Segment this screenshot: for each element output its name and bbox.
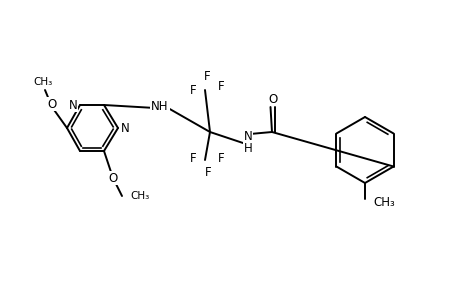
Text: N: N xyxy=(120,122,129,134)
Text: F: F xyxy=(204,166,211,178)
Text: F: F xyxy=(203,70,210,83)
Text: CH₃: CH₃ xyxy=(372,196,394,208)
Text: H: H xyxy=(243,142,252,154)
Text: O: O xyxy=(108,172,118,184)
Text: N: N xyxy=(68,98,77,112)
Text: F: F xyxy=(189,152,196,164)
Text: O: O xyxy=(47,98,56,110)
Text: F: F xyxy=(217,80,224,92)
Text: CH₃: CH₃ xyxy=(34,77,52,87)
Text: NH: NH xyxy=(151,100,168,112)
Text: CH₃: CH₃ xyxy=(130,191,149,201)
Text: F: F xyxy=(189,83,196,97)
Text: N: N xyxy=(243,130,252,142)
Text: F: F xyxy=(217,152,224,164)
Text: O: O xyxy=(268,92,277,106)
